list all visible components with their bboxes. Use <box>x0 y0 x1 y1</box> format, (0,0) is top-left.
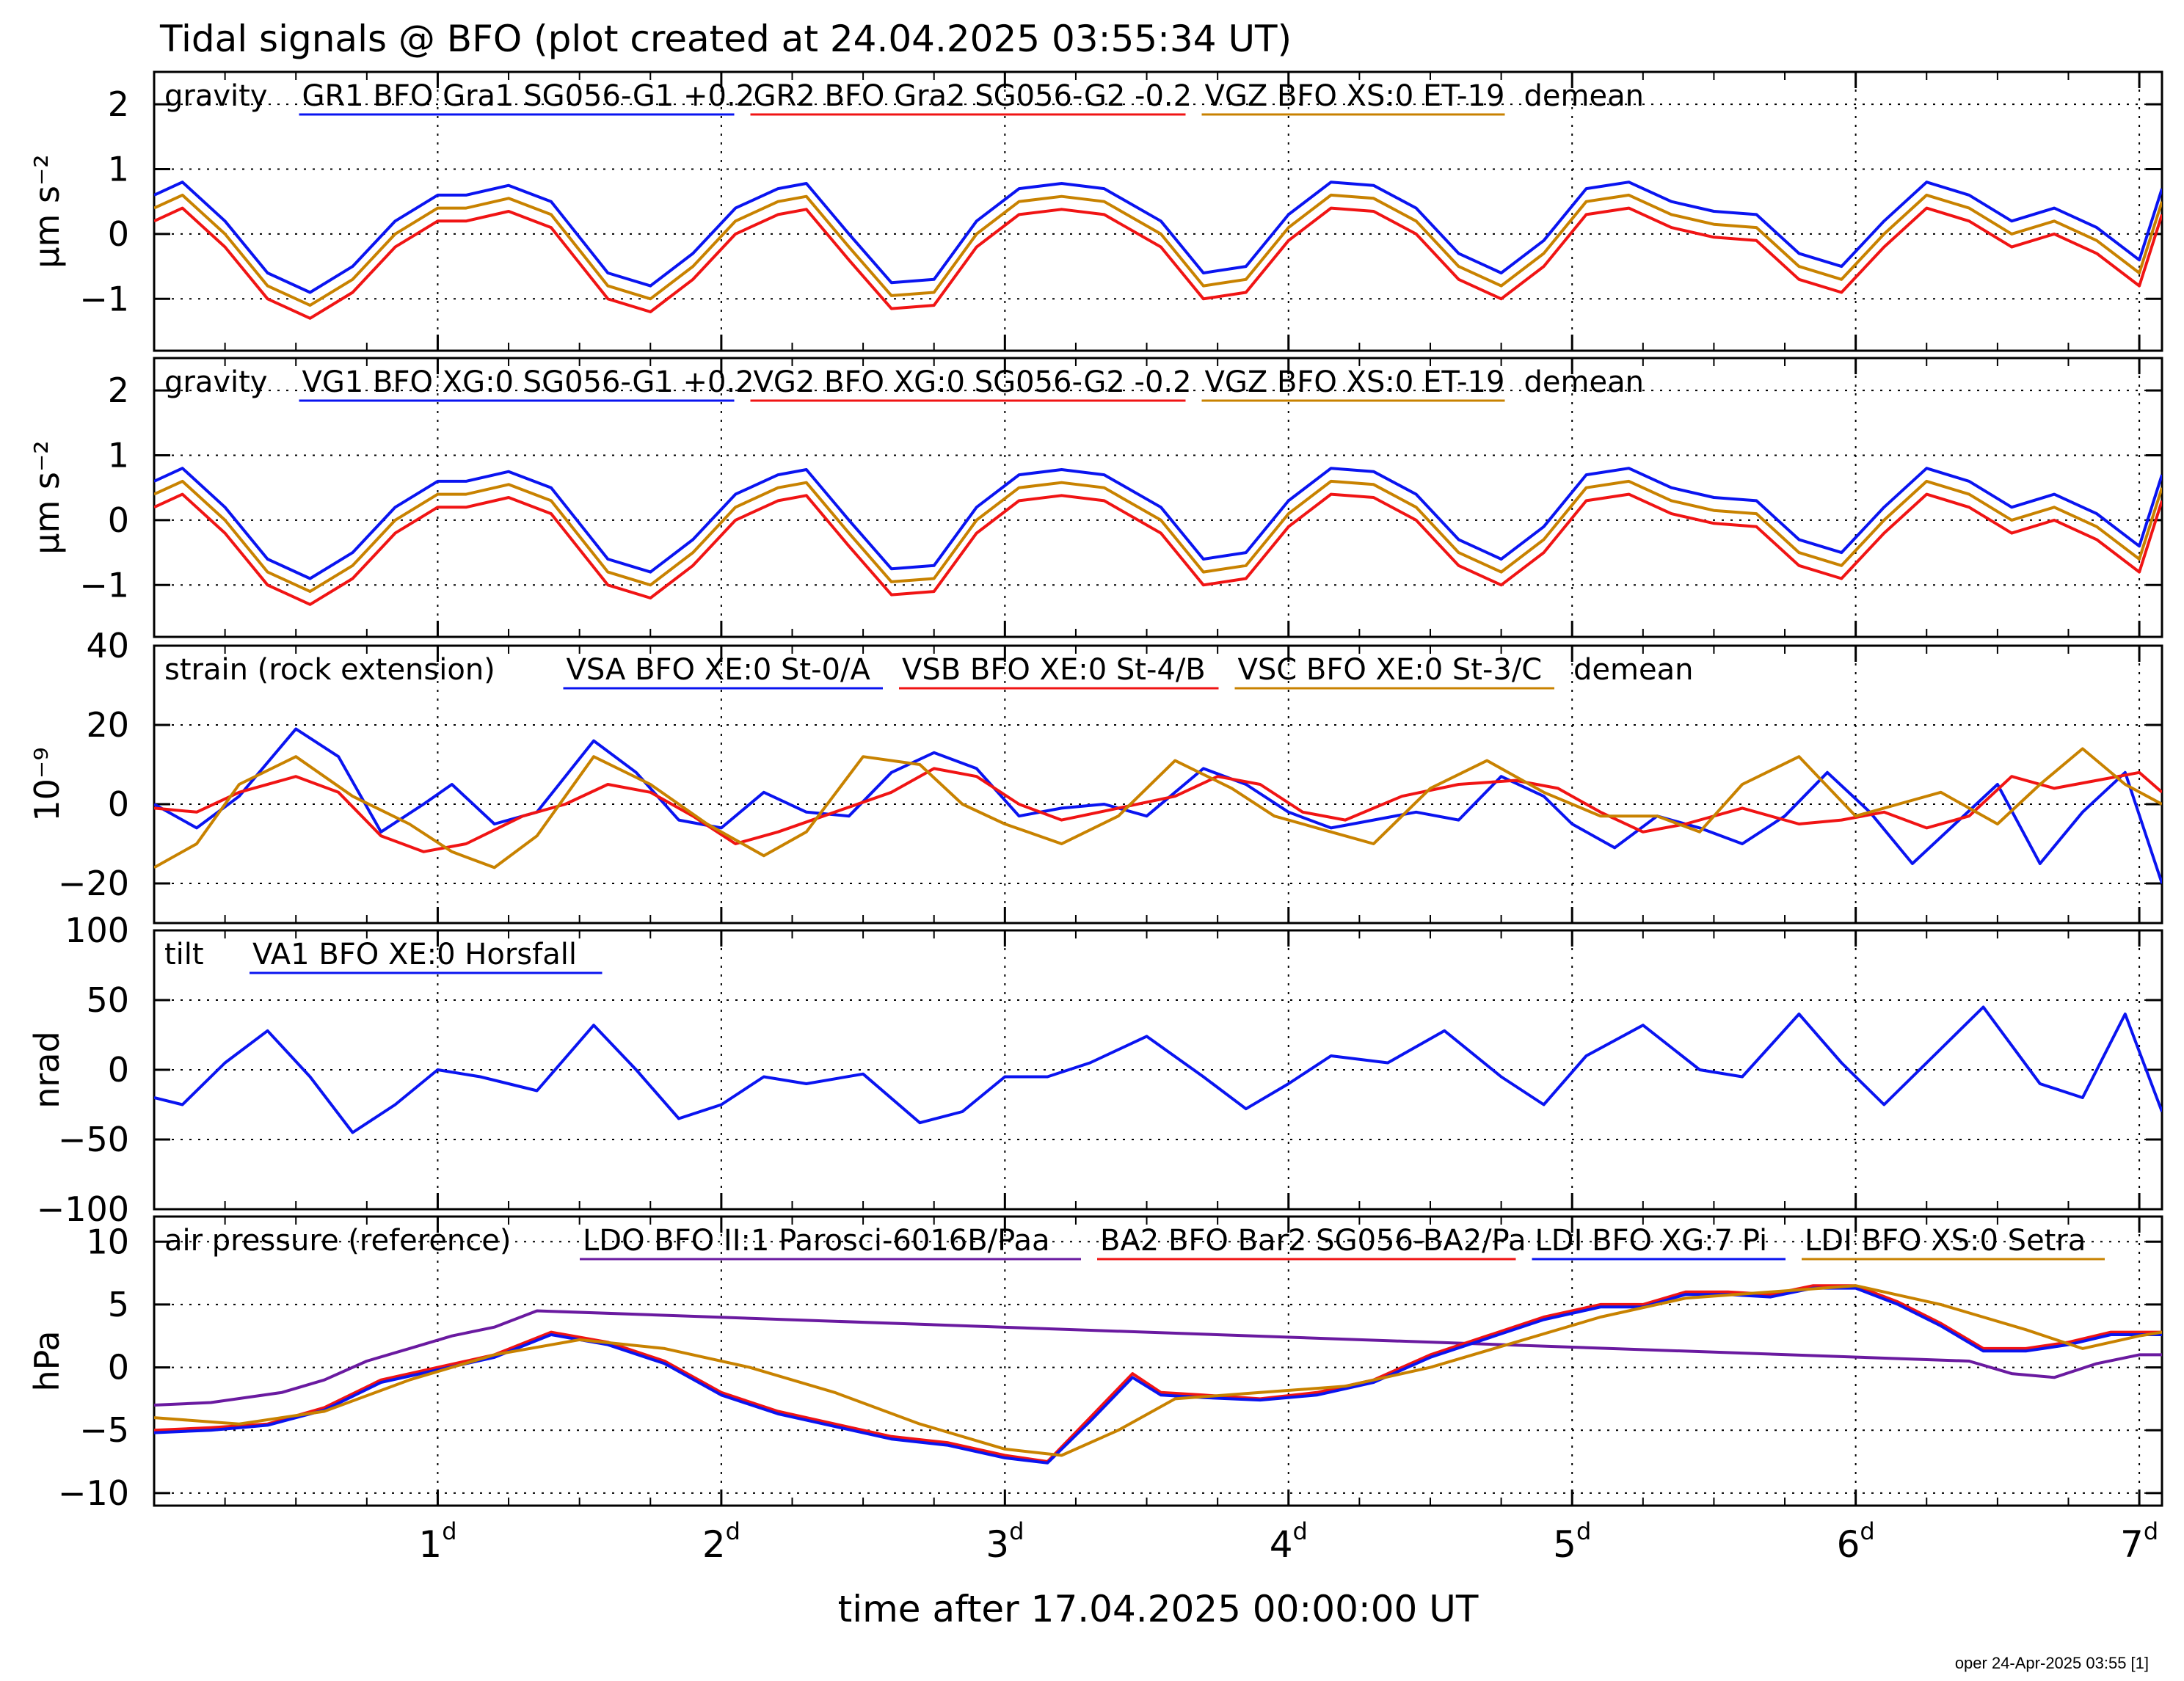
y-tick-label: 1 <box>108 436 129 475</box>
series-group <box>154 467 2162 606</box>
y-tick-label: 0 <box>108 214 129 254</box>
y-tick-label: −1 <box>79 565 129 605</box>
series-line-1 <box>154 1284 2162 1463</box>
series-line-0 <box>154 1309 2162 1407</box>
y-axis-label: hPa <box>27 1330 67 1391</box>
x-tick-label: 2d <box>702 1517 740 1566</box>
panel-frame <box>153 357 2163 638</box>
panel-strain: −20 0 20 40 10⁻⁹ strain (rock extension) VSA B… <box>27 626 2163 925</box>
x-axis-ticks: 1d 2d 3d 4d 5d 6d 7d <box>418 1517 2158 1566</box>
y-axis-label: μm s⁻² <box>27 154 67 268</box>
series-line-1 <box>154 767 2162 853</box>
legend-entry-1: BA2 BFO Bar2 SG056-BA2/Pa <box>1100 1224 1526 1258</box>
x-tick-label: 7d <box>2120 1517 2158 1566</box>
y-tick-label: 0 <box>108 1348 129 1388</box>
panel-gravity-2: −1 0 1 2 μm s⁻² gravity VG1 BFO XG:0 SG056-G1 … <box>27 357 2163 638</box>
legend-entry-3: LDI BFO XS:0 Setra <box>1805 1224 2086 1258</box>
series-line-1 <box>154 206 2162 320</box>
y-tick-label: −20 <box>58 864 129 903</box>
x-tick-label: 5d <box>1553 1517 1591 1566</box>
y-tick-label: −1 <box>79 279 129 318</box>
legend-entry-2: VSC BFO XE:0 St-3/C <box>1238 653 1543 687</box>
y-tick-label: 20 <box>86 705 129 745</box>
y-tick-label: 100 <box>65 911 129 950</box>
panel-header: gravity <box>164 365 268 399</box>
panel-frame <box>153 644 2163 925</box>
series-line-2 <box>154 747 2162 869</box>
panel-header-suffix: demean <box>1524 79 1644 113</box>
series-group <box>154 727 2162 884</box>
legend-entry-0: VA1 BFO XE:0 Horsfall <box>252 938 577 971</box>
y-tick-label: 5 <box>108 1285 129 1324</box>
legend-entry-0: VG1 BFO XG:0 SG056-G1 +0.2 <box>302 365 754 399</box>
panel-header: air pressure (reference) <box>164 1224 511 1258</box>
y-tick-label: −5 <box>79 1410 129 1450</box>
x-tick-label: 6d <box>1837 1517 1875 1566</box>
legend-entry-2: VGZ BFO XS:0 ET-19 <box>1205 365 1505 399</box>
panel-frame <box>153 70 2163 352</box>
panel-tilt: −100 −50 0 50 100 nrad tilt VA1 BFO XE:0 Horsfa… <box>27 911 2163 1229</box>
panel-header: gravity <box>164 79 268 113</box>
y-tick-label: 0 <box>108 784 129 824</box>
series-group <box>154 1284 2162 1465</box>
y-tick-label: 10 <box>86 1222 129 1261</box>
series-line-0 <box>154 181 2162 294</box>
footer-stamp: oper 24-Apr-2025 03:55 [1] <box>1954 1654 2149 1672</box>
x-tick-label: 4d <box>1270 1517 1308 1566</box>
panel-header-suffix: demean <box>1573 653 1693 687</box>
y-tick-label: 2 <box>108 371 129 410</box>
panel-frame <box>153 1215 2163 1507</box>
y-axis-label: nrad <box>27 1031 67 1108</box>
y-tick-label: 50 <box>86 980 129 1020</box>
panel-header: strain (rock extension) <box>164 653 495 687</box>
y-tick-label: −50 <box>58 1120 129 1159</box>
legend-entry-1: VSB BFO XE:0 St-4/B <box>902 653 1206 687</box>
y-tick-label: 0 <box>108 500 129 540</box>
series-line-0 <box>154 727 2162 884</box>
y-tick-label: −100 <box>37 1189 129 1229</box>
x-tick-label: 3d <box>986 1517 1024 1566</box>
panel-header-suffix: demean <box>1524 365 1644 399</box>
legend-entry-1: GR2 BFO Gra2 SG056-G2 -0.2 <box>754 79 1193 113</box>
panel-header: tilt <box>164 938 204 971</box>
y-tick-label: −10 <box>58 1473 129 1513</box>
legend-entry-2: LDI BFO XG:7 Pi <box>1535 1224 1768 1258</box>
series-group <box>154 181 2162 320</box>
panel-air-pressure: −10 −5 0 5 10 hPa air pressure (reference) LDO … <box>27 1215 2163 1513</box>
legend-entry-1: VG2 BFO XG:0 SG056-G2 -0.2 <box>754 365 1192 399</box>
x-tick-label: 1d <box>418 1517 456 1566</box>
series-line-2 <box>154 193 2162 307</box>
chart-title: Tidal signals @ BFO (plot created at 24.… <box>159 18 1292 60</box>
panel-gravity-1: −1 0 1 2 μm s⁻² gravity GR1 BFO Gra1 SG056-G1 … <box>27 70 2163 352</box>
series-line-2 <box>154 1286 2162 1465</box>
y-axis-label: 10⁻⁹ <box>27 747 67 821</box>
legend-entry-0: GR1 BFO Gra1 SG056-G1 +0.2 <box>302 79 755 113</box>
series-line-0 <box>154 1005 2162 1134</box>
y-tick-label: 40 <box>86 626 129 666</box>
series-group <box>154 1005 2162 1134</box>
series-line-0 <box>154 467 2162 580</box>
y-axis-label: μm s⁻² <box>27 440 67 554</box>
legend-entry-0: VSA BFO XE:0 St-0/A <box>567 653 871 687</box>
legend-entry-0: LDO BFO II:1 Parosci-6016B/Paa <box>583 1224 1049 1258</box>
legend-entry-2: VGZ BFO XS:0 ET-19 <box>1205 79 1505 113</box>
series-line-1 <box>154 492 2162 606</box>
y-tick-label: 2 <box>108 84 129 124</box>
y-tick-label: 1 <box>108 150 129 189</box>
y-tick-label: 0 <box>108 1050 129 1090</box>
series-line-2 <box>154 479 2162 594</box>
series-line-3 <box>154 1284 2162 1457</box>
x-axis-label: time after 17.04.2025 00:00:00 UT <box>838 1588 1479 1630</box>
